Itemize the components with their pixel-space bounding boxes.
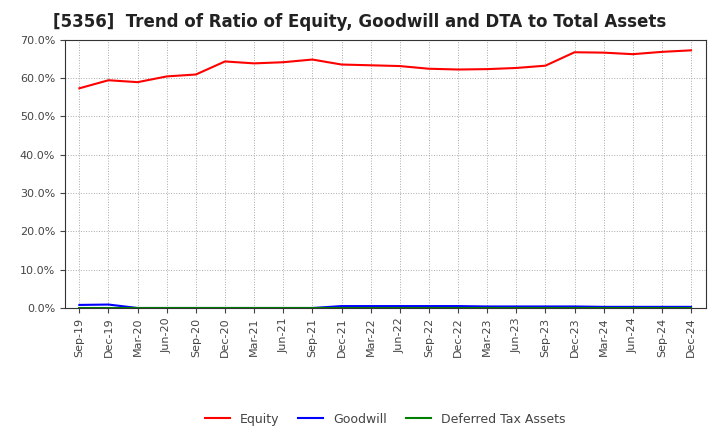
Goodwill — [104, 302, 113, 307]
Goodwill — [541, 304, 550, 309]
Equity — [337, 62, 346, 67]
Equity — [163, 74, 171, 79]
Equity — [512, 65, 521, 70]
Equity — [250, 61, 258, 66]
Goodwill — [220, 305, 229, 311]
Equity — [75, 86, 84, 91]
Equity — [104, 77, 113, 83]
Deferred Tax Assets — [75, 305, 84, 311]
Equity — [366, 62, 375, 68]
Equity — [395, 63, 404, 69]
Deferred Tax Assets — [395, 305, 404, 311]
Deferred Tax Assets — [163, 305, 171, 311]
Deferred Tax Assets — [454, 305, 462, 311]
Goodwill — [483, 304, 492, 309]
Text: [5356]  Trend of Ratio of Equity, Goodwill and DTA to Total Assets: [5356] Trend of Ratio of Equity, Goodwil… — [53, 13, 667, 31]
Deferred Tax Assets — [192, 305, 200, 311]
Deferred Tax Assets — [133, 305, 142, 311]
Deferred Tax Assets — [629, 305, 637, 311]
Deferred Tax Assets — [541, 305, 550, 311]
Deferred Tax Assets — [483, 305, 492, 311]
Goodwill — [133, 305, 142, 311]
Goodwill — [192, 305, 200, 311]
Goodwill — [454, 304, 462, 309]
Equity — [541, 63, 550, 68]
Deferred Tax Assets — [687, 305, 696, 311]
Legend: Equity, Goodwill, Deferred Tax Assets: Equity, Goodwill, Deferred Tax Assets — [200, 407, 570, 431]
Goodwill — [687, 304, 696, 309]
Deferred Tax Assets — [512, 305, 521, 311]
Line: Equity: Equity — [79, 50, 691, 88]
Equity — [220, 59, 229, 64]
Equity — [483, 66, 492, 72]
Goodwill — [512, 304, 521, 309]
Equity — [425, 66, 433, 71]
Goodwill — [570, 304, 579, 309]
Equity — [570, 50, 579, 55]
Goodwill — [395, 304, 404, 309]
Goodwill — [279, 305, 287, 311]
Line: Goodwill: Goodwill — [79, 304, 691, 308]
Deferred Tax Assets — [104, 305, 113, 311]
Equity — [308, 57, 317, 62]
Deferred Tax Assets — [425, 305, 433, 311]
Goodwill — [425, 304, 433, 309]
Goodwill — [308, 305, 317, 311]
Goodwill — [599, 304, 608, 309]
Equity — [192, 72, 200, 77]
Equity — [657, 49, 666, 55]
Deferred Tax Assets — [250, 305, 258, 311]
Deferred Tax Assets — [337, 305, 346, 311]
Deferred Tax Assets — [599, 305, 608, 311]
Goodwill — [657, 304, 666, 309]
Goodwill — [250, 305, 258, 311]
Equity — [279, 59, 287, 65]
Equity — [133, 80, 142, 85]
Equity — [687, 48, 696, 53]
Equity — [629, 51, 637, 57]
Goodwill — [337, 304, 346, 309]
Goodwill — [629, 304, 637, 309]
Equity — [599, 50, 608, 55]
Goodwill — [366, 304, 375, 309]
Deferred Tax Assets — [220, 305, 229, 311]
Equity — [454, 67, 462, 72]
Deferred Tax Assets — [279, 305, 287, 311]
Deferred Tax Assets — [657, 305, 666, 311]
Deferred Tax Assets — [570, 305, 579, 311]
Goodwill — [75, 302, 84, 308]
Deferred Tax Assets — [308, 305, 317, 311]
Deferred Tax Assets — [366, 305, 375, 311]
Goodwill — [163, 305, 171, 311]
